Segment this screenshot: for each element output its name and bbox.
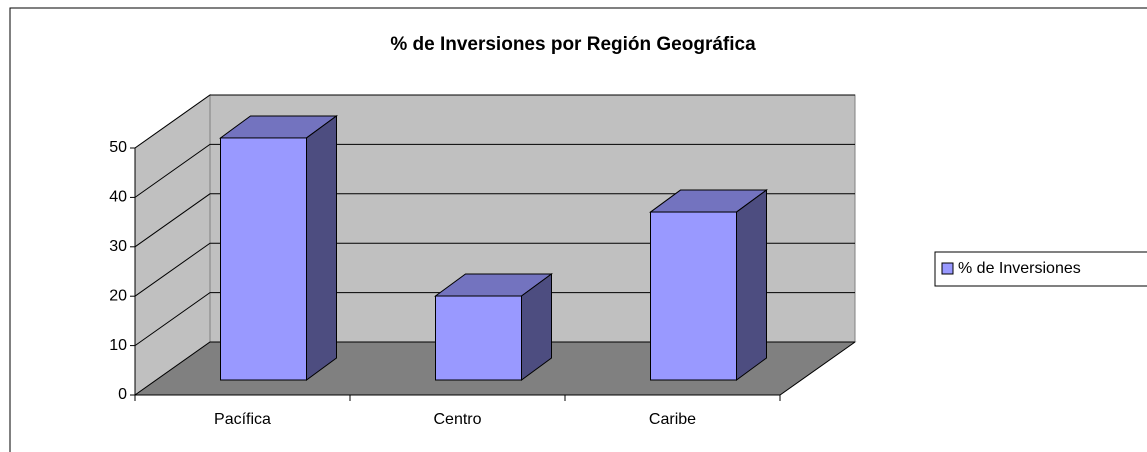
y-tick-label: 10 (109, 337, 127, 354)
bar (435, 295, 522, 381)
grid-line (134, 193, 855, 248)
y-tick-label: 0 (118, 386, 127, 403)
y-tick-label: 20 (109, 287, 127, 304)
legend-label: % de Inversiones (958, 260, 1081, 277)
bar (650, 211, 737, 381)
grid-line (134, 242, 855, 297)
grid-line (134, 341, 855, 396)
floor-edge (779, 341, 856, 396)
y-tick-label: 50 (109, 139, 127, 156)
grid-line (134, 292, 855, 347)
x-tick-label: Pacífica (214, 411, 271, 428)
bar-side (306, 114, 337, 381)
grid-line (134, 143, 855, 198)
chart-title: % de Inversiones por Región Geográfica (390, 34, 756, 55)
legend-swatch (941, 262, 954, 275)
y-tick-label: 30 (109, 238, 127, 255)
x-tick-label: Caribe (649, 411, 696, 428)
bar-side (736, 189, 767, 381)
bar (220, 137, 307, 381)
legend-box (934, 251, 1147, 287)
x-tick-label: Centro (433, 411, 481, 428)
grid-line (134, 94, 855, 149)
y-tick-label: 40 (109, 189, 127, 206)
